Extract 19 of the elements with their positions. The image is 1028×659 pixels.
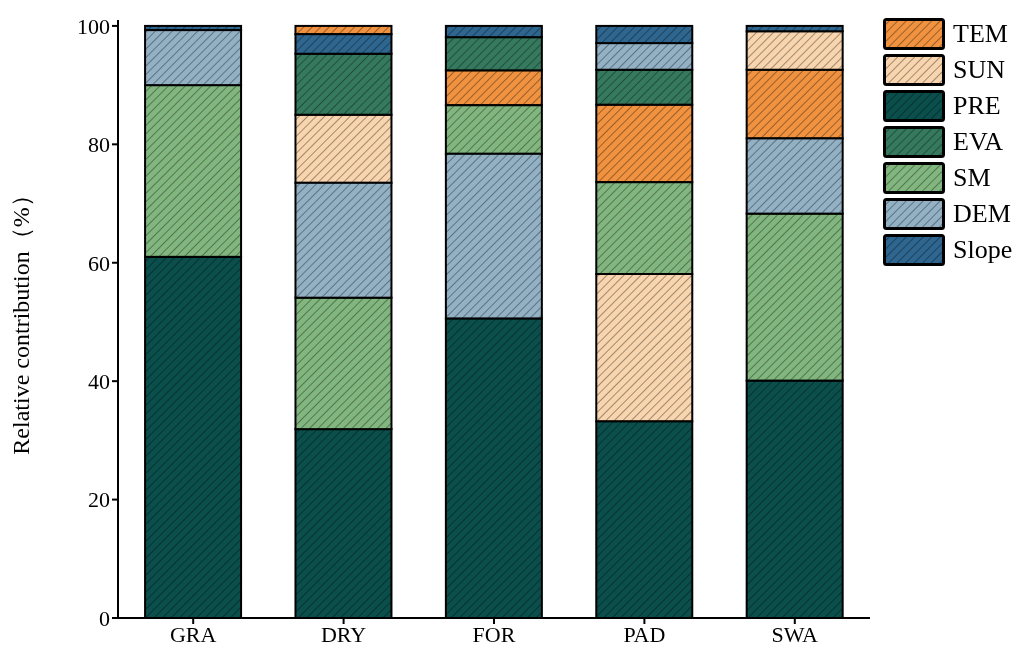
y-tick-label: 0 bbox=[99, 605, 110, 631]
x-tick-label: FOR bbox=[472, 621, 516, 647]
y-tick-label: 20 bbox=[88, 487, 110, 513]
x-tick-label: SWA bbox=[771, 621, 819, 647]
y-tick-label: 80 bbox=[88, 132, 110, 158]
x-tick-label: PAD bbox=[623, 621, 666, 647]
legend-label: SUN bbox=[953, 55, 1006, 85]
legend-label: PRE bbox=[953, 91, 1001, 121]
legend-label: Slope bbox=[953, 235, 1013, 265]
y-tick-label: 100 bbox=[77, 13, 110, 39]
y-tick-label: 60 bbox=[88, 250, 110, 276]
legend-label: SM bbox=[953, 163, 991, 193]
legend-label: TEM bbox=[953, 19, 1008, 49]
x-tick-label: DRY bbox=[320, 621, 367, 647]
legend-label: EVA bbox=[953, 127, 1004, 157]
x-tick-label: GRA bbox=[169, 621, 217, 647]
y-tick-label: 40 bbox=[88, 368, 110, 394]
legend-label: DEM bbox=[953, 199, 1011, 229]
y-axis-title: Relative contribution（%） bbox=[7, 183, 34, 455]
